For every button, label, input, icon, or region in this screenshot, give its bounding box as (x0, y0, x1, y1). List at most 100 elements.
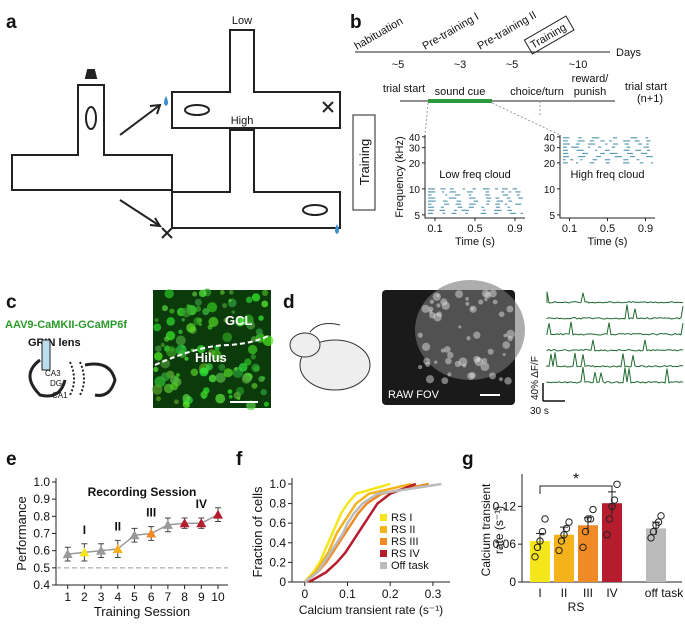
label: Days (616, 47, 642, 59)
marker (196, 518, 207, 528)
x-tick-label: 0.1 (427, 223, 442, 235)
cdf-line (304, 482, 442, 583)
point (610, 496, 619, 504)
cell (478, 299, 484, 305)
cell (228, 394, 233, 399)
y-tick-label: 0 (509, 575, 516, 589)
y-tick-label: 0.4 (33, 578, 50, 592)
cell (504, 377, 512, 385)
point (560, 531, 568, 539)
y-label: Performance (14, 496, 29, 570)
marker (179, 518, 190, 528)
x-tick-label: 0.5 (600, 223, 615, 235)
legend-swatch (380, 526, 387, 533)
glow (415, 280, 525, 380)
cell (433, 312, 442, 322)
x-tick-label: 7 (165, 590, 172, 604)
legend-swatch (380, 538, 387, 545)
x-tick-label: 10 (211, 590, 225, 604)
x-tick-label: 4 (114, 590, 121, 604)
cell (192, 291, 198, 297)
cell (255, 328, 264, 336)
event: reward/ (572, 73, 610, 85)
cell (186, 323, 196, 333)
point (581, 527, 590, 536)
marker (129, 530, 140, 540)
legend-swatch (380, 562, 387, 569)
cell (503, 333, 508, 338)
y-tick-label: 1.0 (33, 475, 50, 489)
lens (41, 339, 51, 371)
hippocampus (28, 358, 117, 398)
y-tick-label: 0.2 (269, 555, 286, 569)
cdf-line (303, 482, 391, 583)
cell (181, 318, 185, 322)
cell (152, 384, 163, 395)
y-tick-label: 40 (409, 133, 421, 144)
y-tick-label: 10 (409, 185, 421, 196)
cell (436, 293, 440, 297)
x-tick-label: 0.1 (339, 587, 356, 601)
cell (473, 355, 481, 363)
point (654, 518, 663, 526)
y-tick-label: 0.8 (269, 497, 286, 511)
y-label: Calcium transient (479, 483, 493, 576)
cell (211, 349, 222, 360)
panel-letter: c (6, 292, 17, 313)
side-label: Training (357, 139, 372, 185)
point (538, 527, 547, 536)
cell (418, 365, 423, 370)
cell (250, 354, 256, 360)
cell (484, 297, 488, 302)
duration: ~5 (392, 59, 405, 71)
cell (174, 399, 179, 405)
trace (546, 304, 684, 320)
cell (166, 317, 175, 326)
cdf-line (303, 482, 412, 583)
cell (498, 311, 505, 318)
trace (546, 367, 684, 384)
cell (227, 389, 233, 395)
cell (190, 368, 199, 376)
plot-title: Low freq cloud (439, 169, 511, 181)
marker (112, 543, 123, 553)
point (586, 515, 595, 523)
box (352, 114, 376, 211)
trace (546, 291, 684, 304)
panel-letter: b (350, 12, 362, 33)
x-label: Time (s) (455, 236, 495, 248)
point (541, 515, 549, 523)
annotation: I (83, 523, 86, 537)
cell (195, 306, 202, 312)
cell (234, 367, 238, 371)
cell (222, 303, 228, 309)
x-tick-label: 5 (131, 590, 138, 604)
x-tick-label: 1 (64, 590, 71, 604)
y-label: Fraction of cells (250, 486, 265, 578)
x-tick-label: off task (645, 586, 684, 600)
cell (445, 357, 452, 365)
cell (467, 372, 475, 380)
cell (154, 351, 163, 361)
legend-label: RS I (391, 512, 412, 524)
point (608, 502, 616, 511)
point (555, 546, 563, 555)
cell (215, 393, 226, 404)
x-tick-label: 0.5 (467, 223, 482, 235)
bar (646, 528, 666, 582)
cell (244, 358, 252, 366)
point (565, 518, 573, 526)
hippocampus (69, 361, 85, 396)
cell (444, 346, 451, 353)
bar (554, 534, 574, 582)
cell (165, 331, 176, 341)
y-tick-label: 0 (279, 575, 286, 589)
point (649, 527, 658, 536)
x-tick-label: 6 (148, 590, 155, 604)
cell (181, 307, 191, 318)
cell (233, 391, 241, 400)
title: Recording Session (88, 485, 197, 499)
cdf-line (308, 482, 417, 584)
x-tick-label: 9 (198, 590, 205, 604)
panel-letter: d (283, 292, 295, 313)
